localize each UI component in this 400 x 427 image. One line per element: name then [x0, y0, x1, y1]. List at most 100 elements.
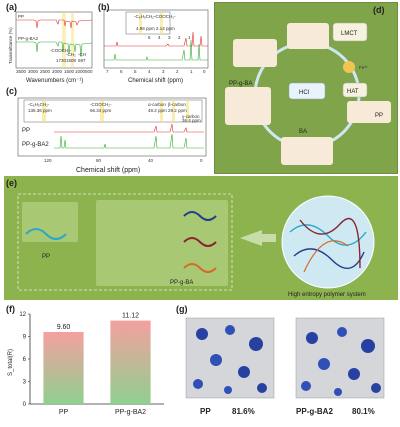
panel-label-d: (d) — [373, 5, 385, 15]
mechanism-lmct: LMCT — [341, 31, 358, 37]
mechanism-fe3: Fe³⁺ — [359, 65, 369, 70]
render-images: PP 81.6% PP-g-BA2 80.1% — [185, 317, 385, 416]
ftir-annot-1508: 1508 — [66, 58, 77, 63]
cnmr-xlabel: Chemical shift (ppm) — [76, 167, 140, 174]
hnmr-tick-4: 3 — [162, 69, 165, 74]
panel-label-f: (f) — [6, 304, 15, 314]
ftir-series-ppgba: PP-g-BA2 — [18, 36, 39, 41]
ftir-annot-1730: 1730 — [56, 58, 67, 63]
hnmr-x-ticks: 7 6 5 4 3 2 1 0 — [106, 69, 206, 74]
cnmr-ppgba-line — [54, 133, 204, 149]
panel-label-e: (e) — [6, 178, 17, 188]
mechanism-ba: BA — [299, 129, 307, 135]
panel-label-g: (g) — [176, 304, 188, 314]
cnmr-annot-136: 136.36 ppm — [28, 108, 52, 113]
cnmr-plot: -C₆H₅CH₂- 136.36 ppm -COOCH₂- 66.34 ppm … — [17, 97, 207, 174]
ftir-ppgba-line — [16, 41, 93, 58]
scheme-diagram: PP PP-g-BA High entropy polymer system — [17, 193, 375, 298]
hnmr-tick-3: 4 — [148, 69, 151, 74]
cnmr-tick-0: 120 — [44, 158, 52, 163]
ftir-annot-cooch2: -COOCH₂- — [50, 48, 72, 53]
panel-c-cnmr: (c) -C₆H₅CH₂- 136.36 ppm -COOCH₂- 66.34 … — [4, 86, 210, 174]
hnmr-annot-498: 4.98 ppm — [136, 26, 155, 31]
ftir-tick-4: 1500 — [64, 69, 75, 74]
ftir-tick-0: 3500 — [16, 69, 27, 74]
hnmr-peak-labels: 5 4 3 2 1 — [148, 35, 191, 40]
mechanism-ppgba: PP-g-BA — [229, 81, 252, 87]
bar-ytick-label: 12 — [19, 312, 26, 318]
cnmr-pp-line — [54, 123, 204, 133]
mechanism-diagram: HCl LMCT Fe³⁺ HAT PP BA PP-g-BA — [225, 22, 391, 165]
cnmr-x-ticks: 120 80 40 0 — [44, 158, 203, 163]
ftir-tick-6: 500 — [85, 69, 93, 74]
hnmr-tick-1: 6 — [120, 69, 123, 74]
hnmr-peak-2: 2 — [178, 35, 181, 40]
panel-d-mechanism: (d) HCl LMCT Fe³⁺ HAT PP BA PP-g-BA — [214, 2, 398, 174]
hnmr-xlabel: Chemical shift (ppm) — [128, 78, 183, 84]
cnmr-annot-482: 48.2 ppm — [148, 108, 167, 113]
bar-ytick-label: 3 — [23, 380, 27, 386]
bar-category-label-1: PP-g-BA2 — [115, 409, 146, 416]
cnmr-tick-1: 80 — [96, 158, 102, 163]
hnmr-peak-5: 5 — [148, 35, 151, 40]
bar-value-label-0: 9.60 — [57, 324, 71, 331]
render-ppgba2-value: 80.1% — [352, 407, 375, 416]
scheme-result-label: High entropy polymer system — [288, 292, 366, 298]
bar-ytick-label: 9 — [23, 335, 27, 341]
bar-0 — [43, 332, 84, 404]
hnmr-plot: -C₆H₅CH₂- 4.98 ppm -COOCH₂- 2.14 ppm 5 4… — [103, 9, 209, 84]
ftir-series-pp: PP — [18, 14, 24, 19]
panel-a-ftir: (a) PP PP-g-BA2 -COOCH₂- 1730 -CH₂ 1508 … — [4, 2, 94, 84]
hnmr-tick-0: 7 — [106, 69, 109, 74]
render-ppgba2 — [295, 317, 385, 399]
ftir-tick-2: 2500 — [40, 69, 51, 74]
ftir-x-ticks: 3500 3000 2500 2000 1500 1000 500 — [16, 69, 93, 74]
hnmr-annot-c6h5: -C₆H₅CH₂- — [134, 14, 156, 19]
mechanism-pp: PP — [375, 113, 383, 119]
bar-1 — [110, 320, 151, 404]
ftir-tick-3: 2000 — [52, 69, 63, 74]
hnmr-tick-2: 5 — [134, 69, 137, 74]
bar-ylabel: S_total(R) — [8, 349, 14, 376]
cnmr-annot-364: 36.4 ppm — [182, 118, 201, 123]
ftir-pp-line — [16, 19, 93, 29]
cnmr-annot-292: 29.2 ppm — [168, 108, 187, 113]
cnmr-annot-cooch2: -COOCH₂- — [90, 102, 112, 107]
bar-ytick-label: 0 — [23, 402, 27, 408]
render-pp — [185, 317, 275, 399]
render-ppgba2-name: PP-g-BA2 — [296, 407, 333, 416]
ftir-tick-5: 1000 — [75, 69, 86, 74]
render-pp-name: PP — [200, 407, 211, 416]
hnmr-tick-5: 2 — [176, 69, 179, 74]
cnmr-annot-c6h5: -C₆H₅CH₂- — [28, 102, 50, 107]
panel-label-c: (c) — [6, 86, 17, 96]
cnmr-series-ppgba: PP-g-BA2 — [22, 142, 49, 148]
scheme-pp-label: PP — [42, 254, 50, 260]
cnmr-tick-2: 40 — [148, 158, 154, 163]
ftir-ylabel: Transmittance (%) — [8, 27, 13, 64]
ftir-tick-1: 3000 — [28, 69, 39, 74]
cnmr-annot-66: 66.34 ppm — [90, 108, 112, 113]
bar-ytick-label: 6 — [23, 357, 27, 363]
bar-chart-svg: S_total(R) 0 3 6 9 12 9.60 PP 11.12 PP-g-BA2 — [8, 312, 164, 416]
cnmr-annot-gamma: γ-carbon — [182, 114, 200, 119]
hnmr-bottom-line — [104, 39, 208, 61]
hnmr-top-line — [104, 31, 208, 47]
hnmr-tick-7: 0 — [203, 69, 206, 74]
cnmr-annot-alpha: α-carbon — [148, 102, 166, 107]
panel-g-renders: (g) PP 81.6% PP-g-BA2 80.1% — [172, 304, 398, 426]
panel-label-a: (a) — [6, 2, 17, 12]
panel-f-bar-chart: (f) S_total(R) 0 3 6 9 12 9.60 PP 11.12 PP-g-BA… — [4, 304, 170, 426]
panel-e-scheme: (e) PP PP-g-BA High entropy polymer syst… — [4, 176, 398, 300]
panel-label-b: (b) — [98, 2, 110, 12]
bar-category-label-0: PP — [59, 409, 69, 416]
hnmr-tick-6: 1 — [190, 69, 193, 74]
ftir-xlabel: Wavenumbers (cm⁻¹) — [26, 78, 83, 84]
cnmr-series-pp: PP — [22, 128, 30, 134]
mechanism-hat: HAT — [347, 89, 359, 95]
cnmr-tick-3: 0 — [200, 158, 203, 163]
hnmr-annot-214: 2.14 ppm — [156, 26, 175, 31]
bar-value-label-1: 11.12 — [122, 313, 139, 320]
ftir-annot-ch: -CH — [78, 52, 86, 57]
ftir-annot-697: 697 — [78, 58, 86, 63]
